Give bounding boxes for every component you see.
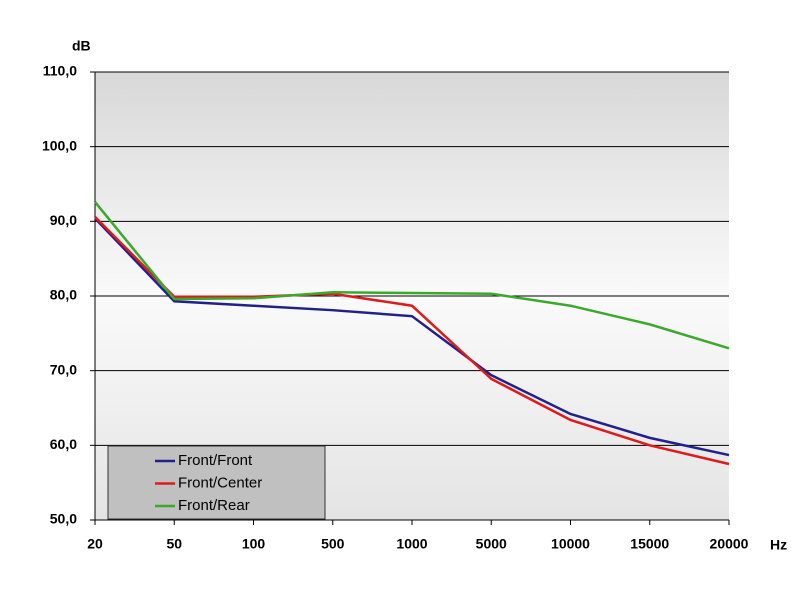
x-tick-label: 5000 <box>476 536 507 552</box>
series-line <box>94 217 730 457</box>
legend-label: Front/Center <box>178 474 262 491</box>
y-tick-label: 100,0 <box>42 137 77 153</box>
series-line <box>94 201 730 350</box>
x-tick-label: 10000 <box>551 536 590 552</box>
y-tick-label: 110,0 <box>43 63 77 79</box>
legend-box <box>107 445 326 520</box>
x-tick-label: 500 <box>321 536 345 552</box>
y-tick-label: 90,0 <box>50 212 77 228</box>
series-line <box>94 215 730 466</box>
x-axis-label: Hz <box>770 537 787 553</box>
x-tick-label: 15000 <box>630 536 669 552</box>
x-tick-label: 50 <box>166 536 182 552</box>
legend-label: Front/Front <box>178 452 253 469</box>
x-tick-label: 20 <box>87 536 103 552</box>
x-tick-label: 20000 <box>710 536 749 552</box>
x-tick-label: 100 <box>242 536 266 552</box>
y-axis-label: dB <box>72 38 91 54</box>
y-tick-label: 80,0 <box>50 287 77 303</box>
y-tick-label: 50,0 <box>50 511 77 527</box>
y-tick-label: 60,0 <box>50 436 77 452</box>
x-tick-label: 1000 <box>396 536 427 552</box>
y-tick-label: 70,0 <box>50 361 77 377</box>
legend-label: Front/Rear <box>178 497 250 514</box>
